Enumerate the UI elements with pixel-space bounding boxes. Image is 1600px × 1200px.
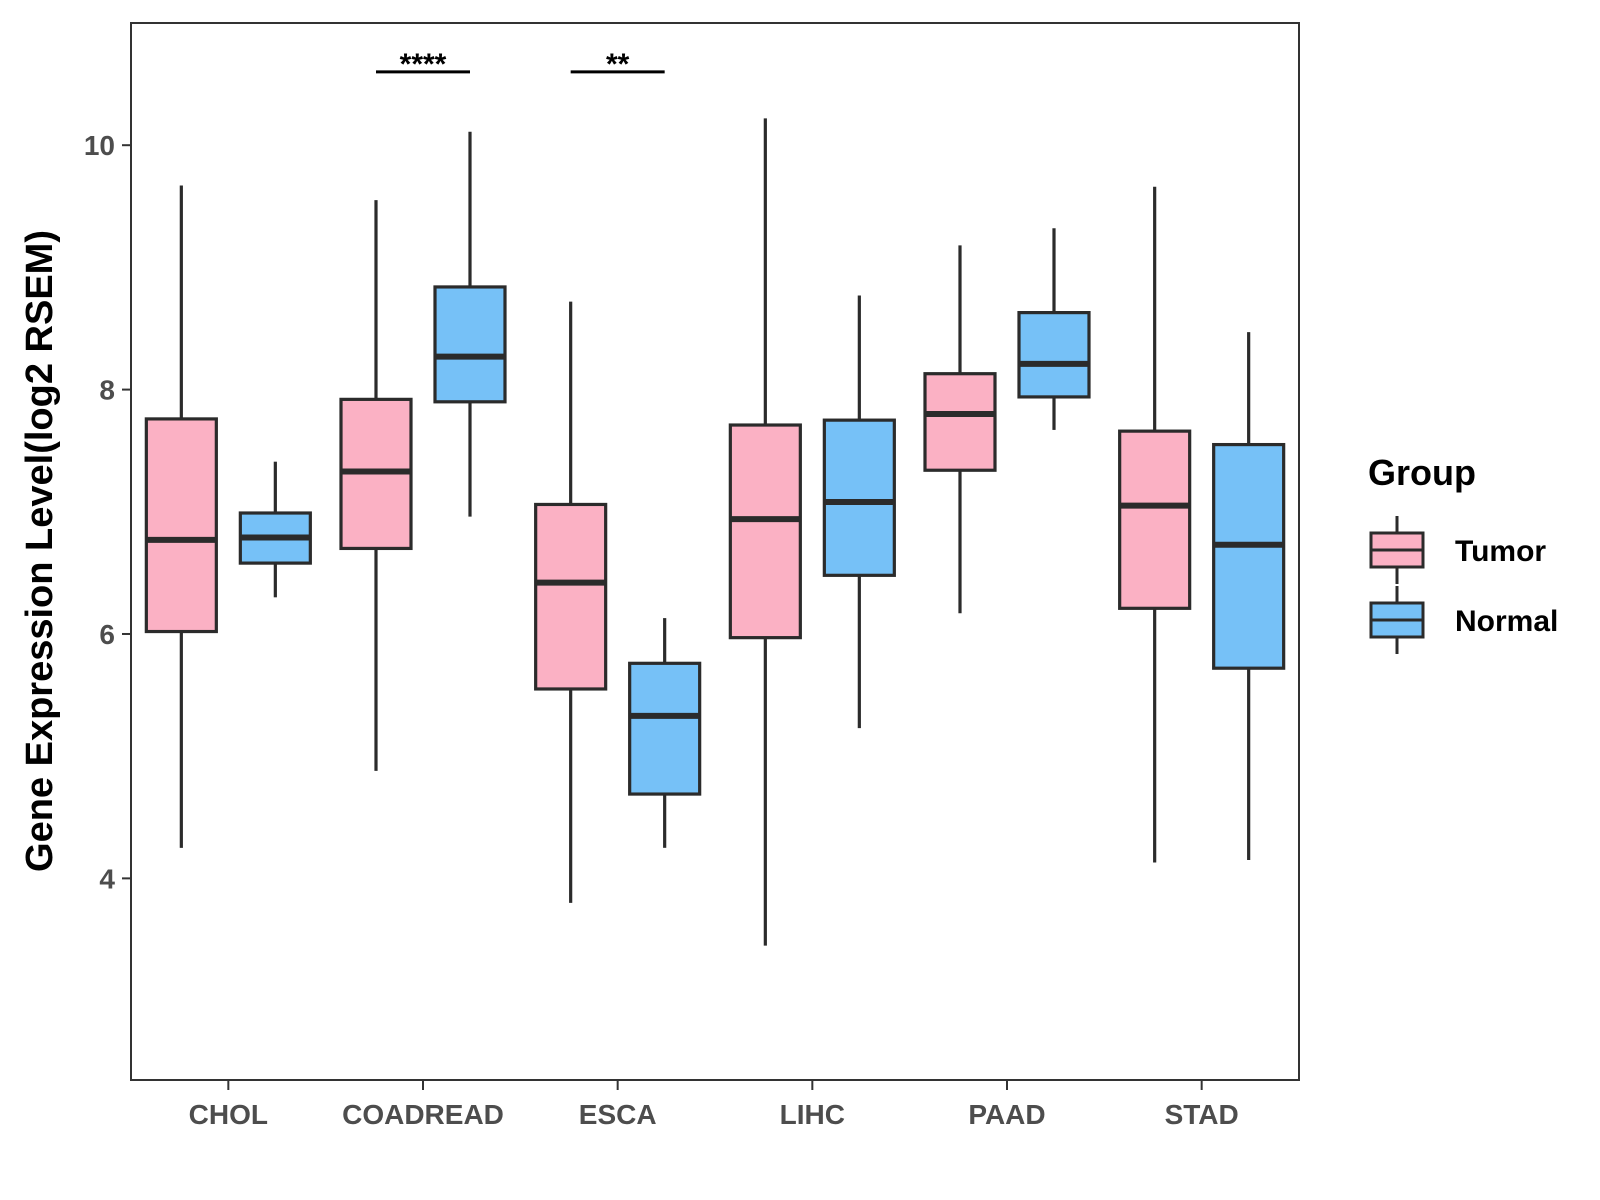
box-normal-stad [1212,332,1286,861]
box-tumor-coadread [339,200,413,771]
box-iqr [728,423,802,640]
legend-item-normal: Normal [1369,586,1558,654]
box-iqr [1212,442,1286,670]
significance-label: ** [606,48,630,81]
legend: Group Tumor Normal [1368,452,1558,654]
x-axis: CHOL COADREAD ESCA LIHC PAAD STAD [189,1080,1239,1130]
box-tumor-lihc [728,118,802,946]
x-tick-label: PAAD [968,1099,1045,1130]
box-normal-paad [1017,228,1091,430]
x-tick-label: ESCA [579,1099,657,1130]
box-tumor-chol [144,185,218,848]
significance-layer: **** ** [376,48,665,81]
box-iqr [433,285,507,404]
box-tumor-stad [1118,186,1192,863]
legend-items: Tumor Normal [1369,516,1558,654]
plot-background [131,23,1299,1080]
plot-panel-border [130,22,1300,1081]
box-normal-lihc [822,295,896,729]
box-normal-chol [238,461,312,598]
box-tumor-paad [923,245,997,614]
box-iqr [923,372,997,472]
legend-title: Group [1368,452,1476,493]
box-iqr [1017,311,1091,399]
y-axis-title: Gene Expression Level(log2 RSEM) [19,230,61,872]
box-normal-coadread [433,131,507,517]
y-axis: 4 6 8 10 [84,130,131,894]
y-tick-label: 6 [99,619,115,650]
legend-item-tumor: Tumor [1369,516,1546,584]
legend-label: Tumor [1455,535,1546,568]
box-iqr [628,661,702,796]
box-tumor-esca [534,301,608,903]
box-normal-esca [628,618,702,848]
box-iqr [1118,429,1192,610]
x-tick-label: LIHC [780,1099,845,1130]
x-tick-label: COADREAD [342,1099,504,1130]
y-tick-label: 4 [99,863,115,894]
y-tick-label: 8 [99,375,115,406]
boxes-layer [144,118,1286,946]
legend-label: Normal [1455,605,1558,638]
box-iqr [534,502,608,691]
x-tick-label: STAD [1165,1099,1239,1130]
significance-label: **** [400,48,447,81]
x-tick-label: CHOL [189,1099,268,1130]
y-tick-label: 10 [84,130,115,161]
box-iqr [144,417,218,634]
box-iqr [822,418,896,577]
